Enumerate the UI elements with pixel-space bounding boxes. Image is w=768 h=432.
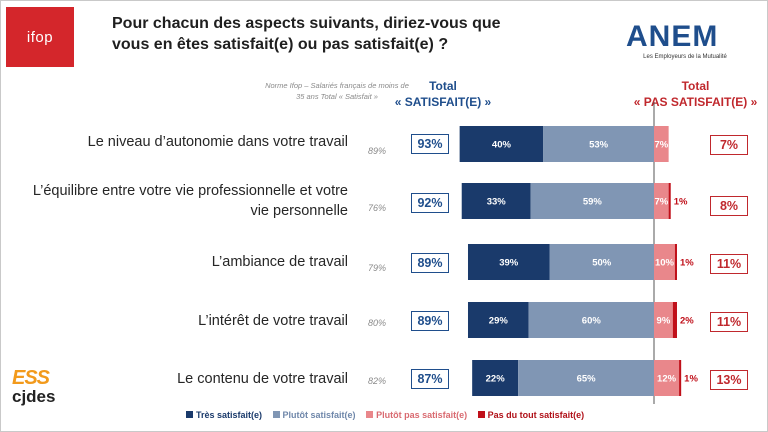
bar-segment-row4-series3 <box>679 360 682 396</box>
bar-segment-row4-series2 <box>654 360 680 396</box>
total-pas-satisfait-header-line1: Total <box>681 79 710 93</box>
anem-logo-word: ANEM <box>626 20 719 53</box>
norme-value-interet: 80% <box>367 318 386 328</box>
anem-logo-tagline: Les Employeurs de la Mutualité <box>643 54 727 60</box>
total-satisfait-autonomie: 93% <box>411 134 449 154</box>
total-satisfait-header: Total « SATISFAIT(E) » <box>392 78 494 110</box>
legend-label: Très satisfait(e) <box>196 410 263 420</box>
legend-swatch <box>366 411 374 418</box>
data-label-row2-series2: 10% <box>655 258 675 269</box>
bar-segment-row3-series2 <box>654 302 673 338</box>
chart-legend: Très satisfait(e) Plutôt satisfait(e) Pl… <box>186 410 592 420</box>
total-pas-satisfait-autonomie: 7% <box>710 135 748 155</box>
data-label-row3-series1: 60% <box>582 316 602 327</box>
total-pas-satisfait-header: Total « PAS SATISFAIT(E) » <box>628 78 763 110</box>
bar-segment-row2-series0 <box>467 244 550 280</box>
bar-segment-row1-series1 <box>530 183 654 219</box>
total-satisfait-contenu: 87% <box>411 369 449 389</box>
bar-segment-row3-series1 <box>528 302 654 338</box>
legend-swatch <box>186 411 193 418</box>
ess-logo-text: ESS <box>12 367 50 389</box>
data-label-row3-series3: 2% <box>680 316 694 327</box>
bar-segment-row0-series1 <box>543 126 654 162</box>
total-pas-satisfait-interet: 11% <box>710 312 748 332</box>
total-satisfait-equilibre: 92% <box>411 193 449 213</box>
data-label-row1-series0: 33% <box>487 197 507 208</box>
total-pas-satisfait-header-line2: « PAS SATISFAIT(E) » <box>633 95 758 109</box>
norme-value-autonomie: 89% <box>367 146 386 156</box>
row-label-contenu: Le contenu de votre travail <box>177 371 348 387</box>
legend-label: Pas du tout satisfait(e) <box>487 410 585 420</box>
row-label-ambiance: L’ambiance de travail <box>211 254 348 270</box>
bar-segment-row1-series0 <box>461 183 531 219</box>
row-label-interet: L’intérêt de votre travail <box>198 313 348 329</box>
ifop-logo: ifop <box>6 7 74 67</box>
row-label-autonomie: Le niveau d’autonomie dans votre travail <box>87 134 348 150</box>
norme-value-ambiance: 79% <box>367 263 386 273</box>
bar-segment-row3-series3 <box>672 302 677 338</box>
data-label-row4-series1: 65% <box>577 374 597 385</box>
data-label-row0-series1: 53% <box>589 140 609 151</box>
legend-label: Plutôt pas satisfait(e) <box>376 410 468 420</box>
data-label-row3-series0: 29% <box>489 316 509 327</box>
bar-segment-row4-series1 <box>518 360 654 396</box>
bar-segment-row0-series2 <box>654 126 669 162</box>
data-label-row2-series1: 50% <box>592 258 612 269</box>
data-label-row1-series1: 59% <box>583 197 603 208</box>
chart-title: Pour chacun des aspects suivants, diriez… <box>112 15 501 53</box>
legend-label: Plutôt satisfait(e) <box>282 410 356 420</box>
data-label-row3-series2: 9% <box>657 316 671 327</box>
total-pas-satisfait-ambiance: 11% <box>710 254 748 274</box>
total-satisfait-header-line2: « SATISFAIT(E) » <box>394 95 492 109</box>
total-satisfait-header-line1: Total <box>429 79 457 93</box>
data-label-row0-series0: 40% <box>492 140 512 151</box>
legend-item-pas-du-tout-satisfait: Pas du tout satisfait(e) <box>477 410 585 420</box>
legend-swatch <box>272 411 280 418</box>
norme-header: Norme Ifop – Salariés français de moins … <box>265 81 409 101</box>
bar-segment-row0-series0 <box>459 126 544 162</box>
bar-segment-row1-series3 <box>668 183 671 219</box>
bar-segment-row2-series3 <box>674 244 677 280</box>
cjdes-logo: ESS cjdes <box>12 368 82 420</box>
legend-item-plutot-pas-satisfait: Plutôt pas satisfait(e) <box>366 410 467 420</box>
anem-logo: ANEM Les Employeurs de la Mutualité <box>626 22 744 70</box>
legend-item-tres-satisfait: Très satisfait(e) <box>186 410 262 420</box>
cjdes-logo-text: cjdes <box>12 387 56 406</box>
total-satisfait-interet: 89% <box>411 311 449 331</box>
data-label-row1-series2: 7% <box>654 197 668 208</box>
norme-value-equilibre: 76% <box>367 203 386 213</box>
data-label-row0-series2: 7% <box>654 140 668 151</box>
bar-segment-row2-series2 <box>654 244 675 280</box>
data-label-row4-series0: 22% <box>486 374 506 385</box>
total-pas-satisfait-equilibre: 8% <box>710 196 748 216</box>
bar-segment-row1-series2 <box>654 183 669 219</box>
total-satisfait-ambiance: 89% <box>411 253 449 273</box>
data-label-row2-series3: 1% <box>680 258 694 269</box>
data-label-row4-series2: 12% <box>657 374 677 385</box>
bar-segment-row3-series0 <box>467 302 529 338</box>
bar-segment-row2-series1 <box>549 244 654 280</box>
norme-value-contenu: 82% <box>367 376 386 386</box>
ifop-logo-text: ifop <box>26 28 54 46</box>
data-label-row2-series0: 39% <box>499 258 519 269</box>
bar-segment-row4-series0 <box>472 360 519 396</box>
data-label-row1-series3: 1% <box>674 197 688 208</box>
legend-item-plutot-satisfait: Plutôt satisfait(e) <box>272 410 356 420</box>
data-label-row4-series3: 1% <box>684 374 698 385</box>
total-pas-satisfait-contenu: 13% <box>710 370 748 390</box>
row-label-equilibre: L’équilibre entre votre vie professionne… <box>32 183 348 219</box>
legend-swatch <box>477 411 485 418</box>
